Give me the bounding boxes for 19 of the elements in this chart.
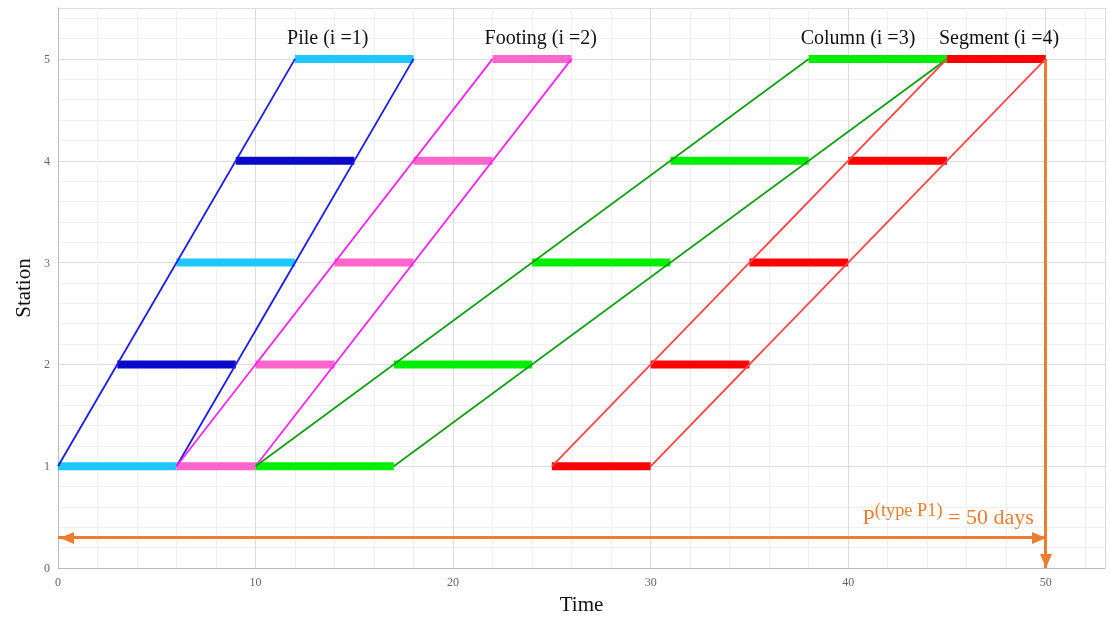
y-tick-label: 3 <box>44 255 50 270</box>
x-axis-title: Time <box>559 591 604 616</box>
series-label: Column (i =3) <box>800 25 916 49</box>
x-tick-label: 40 <box>842 575 855 590</box>
y-tick-label: 5 <box>44 51 50 66</box>
y-tick-label: 2 <box>44 357 50 372</box>
annotation: P$^{(type P1)}$ = 50 days <box>862 500 1034 530</box>
y-axis-title: Station <box>10 257 35 318</box>
x-tick-label: 10 <box>249 575 262 590</box>
x-tick-label: 20 <box>447 575 460 590</box>
x-tick-label: 0 <box>55 575 61 590</box>
series-label: Segment (i =4) <box>938 25 1060 49</box>
x-tick-label: 50 <box>1039 575 1052 590</box>
y-tick-label: 4 <box>44 153 50 168</box>
x-tick-label: 30 <box>644 575 657 590</box>
y-tick-label: 0 <box>44 561 50 576</box>
series-label: Footing (i =2) <box>484 25 598 49</box>
y-tick-label: 1 <box>44 459 50 474</box>
series-label: Pile (i =1) <box>287 25 369 49</box>
